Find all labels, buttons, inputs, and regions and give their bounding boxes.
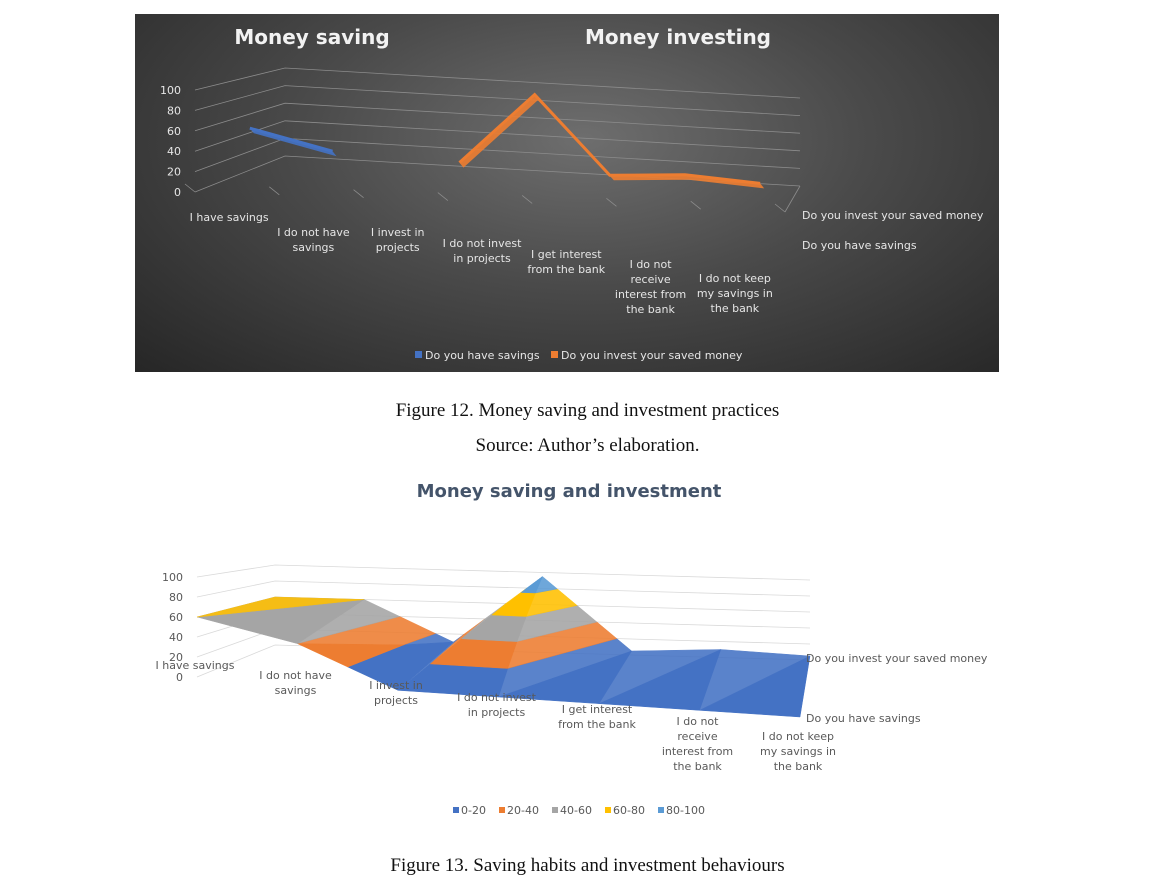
category-label: I do not keep my savings in the bank	[760, 730, 836, 773]
chart1-canvas: 0 20 40 60 80 100 I have savings I do not have s…	[160, 25, 984, 362]
category-label: I have savings	[156, 659, 235, 672]
legend-swatch	[552, 807, 558, 813]
surface-patch	[521, 576, 543, 593]
category-tick	[606, 197, 617, 207]
category-label: I invest in projects	[371, 226, 425, 254]
panel-title-saving: Money saving	[234, 25, 389, 49]
category-tick	[269, 186, 280, 196]
figure-12-caption: Figure 12. Money saving and investment p…	[395, 400, 780, 421]
figure-13-caption: Figure 13. Saving habits and investment …	[390, 855, 785, 876]
y-tick-label: 20	[167, 166, 181, 179]
depth-label: Do you have savings	[806, 712, 921, 725]
category-tick	[437, 192, 449, 201]
chart2-canvas: Money saving and investment 0 20 40 60 80 100 I…	[156, 481, 988, 817]
category-tick	[521, 195, 533, 204]
surface-patch	[460, 614, 527, 642]
category-label: I do not keep my savings in the bank	[697, 272, 773, 315]
surface-patch	[535, 576, 558, 594]
series-line-1	[458, 92, 761, 185]
gridline-0	[194, 155, 801, 193]
y-tick-label: 80	[169, 591, 183, 604]
legend-swatch	[551, 351, 558, 358]
gridline-100	[194, 67, 801, 99]
depth-label: Do you invest your saved money	[802, 209, 984, 222]
legend-label: 80-100	[666, 804, 705, 817]
y-tick-label: 0	[176, 671, 183, 684]
category-label: I do not invest in projects	[457, 691, 536, 719]
legend-swatch	[415, 351, 422, 358]
category-label: I have savings	[190, 211, 269, 224]
y-tick-label: 80	[167, 104, 181, 117]
legend-label: Do you have savings	[425, 349, 540, 362]
category-label: I invest in projects	[369, 679, 423, 707]
category-label: I do not have savings	[259, 669, 332, 697]
category-label: I do not invest in projects	[443, 237, 522, 265]
legend-swatch	[658, 807, 664, 813]
depth-label: Do you invest your saved money	[806, 652, 988, 665]
gridline-40	[194, 120, 801, 152]
y-tick-label: 40	[169, 631, 183, 644]
category-tick	[184, 183, 196, 193]
legend-swatch	[605, 807, 611, 813]
legend-label: 20-40	[507, 804, 539, 817]
category-label: I get interest from the bank	[558, 703, 636, 731]
chart-money-saving-investing: 0 20 40 60 80 100 I have savings I do not have s…	[135, 14, 999, 372]
category-tick	[690, 200, 701, 210]
y-tick-label: 60	[167, 125, 181, 138]
gridline-80	[196, 580, 811, 598]
chart-title: Money saving and investment	[417, 481, 722, 502]
y-tick-label: 20	[169, 651, 183, 664]
legend-swatch	[499, 807, 505, 813]
depth-label: Do you have savings	[802, 239, 917, 252]
category-label: I do not receive interest from the bank	[615, 258, 686, 316]
category-label: I do not receive interest from the bank	[662, 715, 733, 773]
legend-label: 0-20	[461, 804, 486, 817]
legend-label: 40-60	[560, 804, 592, 817]
gridline-100	[196, 564, 811, 581]
y-tick-label: 0	[174, 186, 181, 199]
y-tick-label: 100	[160, 84, 181, 97]
gridline-80	[194, 85, 801, 116]
surface-patch	[699, 649, 811, 711]
category-tick	[353, 189, 364, 199]
y-tick-label: 60	[169, 611, 183, 624]
category-tick	[774, 203, 786, 213]
series-line-0	[249, 126, 333, 153]
category-label: I do not have savings	[277, 226, 350, 254]
chart-saving-investment-surface: Money saving and investment 0 20 40 60 80 100 I…	[135, 470, 999, 830]
legend-label: 60-80	[613, 804, 645, 817]
legend-swatch	[453, 807, 459, 813]
y-tick-label: 100	[162, 571, 183, 584]
legend-label: Do you invest your saved money	[561, 349, 743, 362]
surface-patch	[196, 596, 365, 618]
source-caption: Source: Author’s elaboration.	[475, 435, 700, 456]
panel-title-investing: Money investing	[585, 25, 771, 49]
floor-right-edge	[784, 185, 801, 213]
surface-patch	[297, 599, 401, 644]
gridline-60	[194, 102, 801, 134]
category-label: I get interest from the bank	[527, 248, 605, 276]
gridline-20	[194, 137, 801, 172]
y-tick-label: 40	[167, 145, 181, 158]
surface-patch	[598, 649, 721, 705]
